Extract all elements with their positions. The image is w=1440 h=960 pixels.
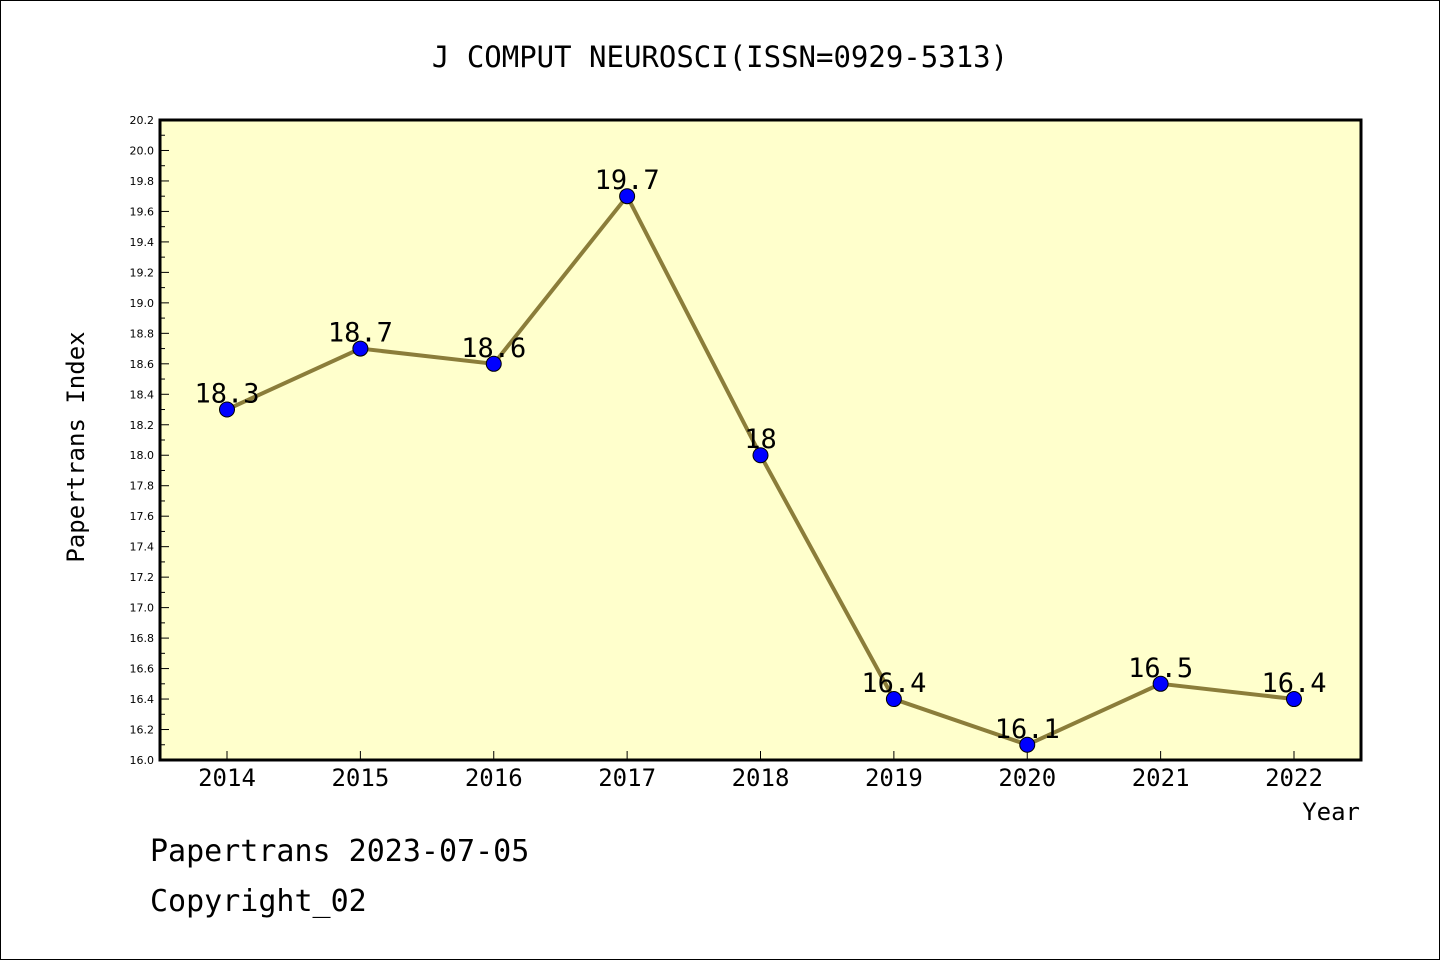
data-point bbox=[885, 691, 902, 708]
x-tick-label: 2016 bbox=[465, 764, 523, 792]
data-point bbox=[485, 355, 502, 372]
y-tick-label: 16.2 bbox=[130, 724, 155, 737]
chart-title: J COMPUT NEUROSCI(ISSN=0929-5313) bbox=[432, 40, 1008, 74]
y-tick-label: 18.2 bbox=[130, 419, 155, 432]
y-tick-label: 20.0 bbox=[130, 144, 155, 157]
data-label: 18.7 bbox=[328, 318, 393, 349]
y-tick-label: 18.6 bbox=[130, 358, 155, 371]
y-tick-label: 18.4 bbox=[130, 388, 155, 401]
x-tick-label: 2020 bbox=[998, 764, 1056, 792]
y-tick-label: 16.8 bbox=[130, 632, 155, 645]
data-point bbox=[619, 188, 636, 205]
y-tick-label: 19.4 bbox=[130, 236, 155, 249]
x-tick-label: 2015 bbox=[331, 764, 389, 792]
data-point bbox=[1286, 691, 1302, 708]
data-label: 18.3 bbox=[194, 379, 259, 410]
footer-date: Papertrans 2023-07-05 bbox=[150, 834, 530, 869]
data-point bbox=[352, 340, 369, 357]
y-tick-label: 17.2 bbox=[130, 571, 155, 584]
y-tick-label: 17.6 bbox=[130, 510, 155, 523]
y-tick-label: 19.2 bbox=[130, 266, 155, 279]
data-label: 16.5 bbox=[1128, 653, 1193, 684]
y-tick-label: 18.0 bbox=[130, 449, 155, 462]
x-tick-label: 2022 bbox=[1265, 764, 1323, 792]
data-label: 16.4 bbox=[1261, 668, 1326, 699]
data-label: 16.1 bbox=[995, 714, 1060, 745]
footer-copyright: Copyright_02 bbox=[150, 884, 367, 919]
y-tick-label: 17.8 bbox=[130, 480, 155, 493]
x-tick-label: 2019 bbox=[865, 764, 923, 792]
data-point bbox=[752, 447, 769, 464]
y-tick-label: 16.6 bbox=[130, 663, 155, 676]
data-label: 19.7 bbox=[595, 165, 660, 196]
data-label: 18 bbox=[744, 424, 777, 455]
y-tick-label: 17.4 bbox=[130, 541, 155, 554]
x-axis-label: Year bbox=[1302, 798, 1360, 826]
y-axis-label: Papertrans Index bbox=[62, 331, 90, 562]
y-tick-label: 19.6 bbox=[130, 205, 155, 218]
y-tick-label: 19.8 bbox=[130, 175, 155, 188]
x-tick-label: 2014 bbox=[198, 764, 256, 792]
y-tick-label: 16.0 bbox=[130, 754, 155, 767]
y-tick-label: 19.0 bbox=[130, 297, 155, 310]
x-tick-label: 2018 bbox=[732, 764, 790, 792]
y-tick-label: 18.8 bbox=[130, 327, 155, 340]
data-point bbox=[1019, 736, 1036, 753]
data-point bbox=[1152, 675, 1169, 692]
data-point bbox=[219, 401, 235, 418]
plot-area: 16.0 16.2 16.4 16.6 16.8 17.0 17.2 17.4 17.6 17.8… bbox=[130, 114, 1363, 792]
x-tick-label: 2021 bbox=[1132, 764, 1190, 792]
plot-border bbox=[158, 118, 1363, 762]
x-tick-label: 2017 bbox=[598, 764, 656, 792]
plot-background bbox=[160, 120, 1361, 760]
y-tick-label: 16.4 bbox=[130, 693, 155, 706]
y-tick-label: 17.0 bbox=[130, 602, 155, 615]
y-tick-label: 20.2 bbox=[130, 114, 155, 127]
data-label: 18.6 bbox=[461, 333, 526, 364]
data-label: 16.4 bbox=[861, 668, 926, 699]
